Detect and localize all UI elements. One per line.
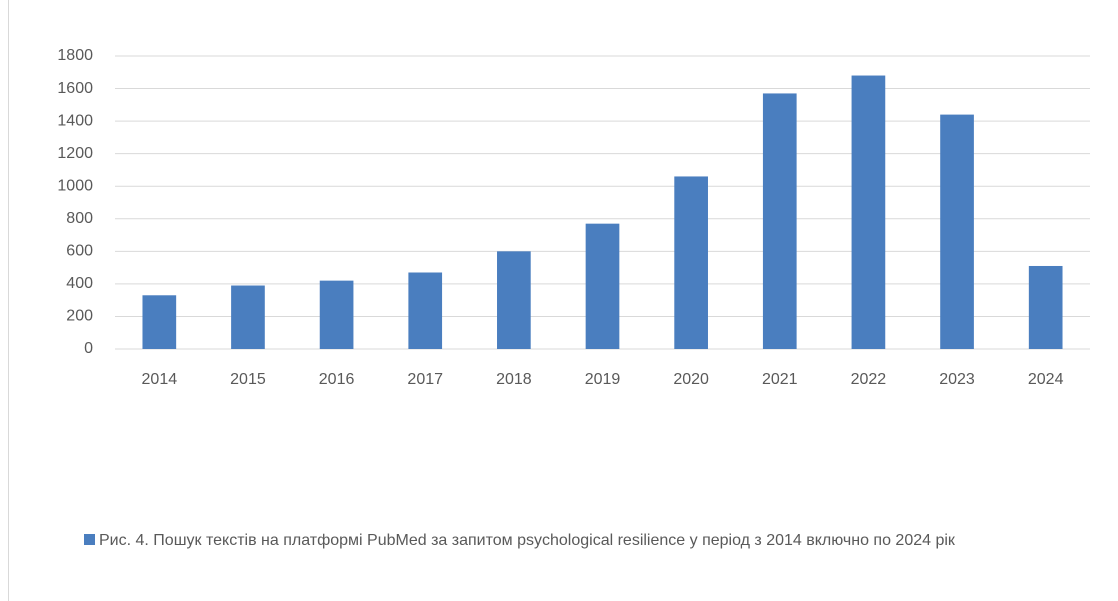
legend-label: Рис. 4. Пошук текстів на платформі PubMe…	[99, 532, 955, 549]
y-tick-label: 1600	[57, 80, 93, 97]
legend-swatch	[84, 534, 95, 545]
y-tick-label: 200	[66, 308, 93, 325]
x-tick-label: 2023	[939, 371, 975, 388]
x-tick-label: 2022	[851, 371, 887, 388]
bar	[142, 295, 177, 349]
y-tick-label: 800	[66, 210, 93, 227]
x-tick-label: 2024	[1028, 371, 1064, 388]
x-tick-label: 2016	[319, 371, 355, 388]
bar	[585, 223, 620, 349]
y-tick-label: 0	[84, 340, 93, 357]
x-tick-label: 2020	[673, 371, 709, 388]
x-tick-label: 2019	[585, 371, 621, 388]
y-tick-label: 1400	[57, 112, 93, 129]
y-tick-label: 400	[66, 275, 93, 292]
y-tick-label: 1800	[57, 47, 93, 64]
bar	[674, 176, 708, 349]
bar	[497, 251, 531, 349]
x-tick-label: 2017	[407, 371, 443, 388]
y-tick-label: 1200	[57, 145, 93, 162]
bar	[762, 93, 797, 349]
y-tick-label: 1000	[57, 177, 93, 194]
x-tick-label: 2018	[496, 371, 532, 388]
x-tick-label: 2021	[762, 371, 798, 388]
x-tick-label: 2015	[230, 371, 266, 388]
y-tick-label: 600	[66, 243, 93, 260]
legend: Рис. 4. Пошук текстів на платформі PubMe…	[84, 529, 1044, 552]
bar	[940, 114, 974, 349]
bar	[1028, 265, 1063, 349]
bar	[231, 285, 265, 349]
x-tick-label: 2014	[142, 371, 178, 388]
bar	[851, 75, 886, 350]
bar	[408, 272, 443, 349]
bar	[319, 280, 354, 349]
